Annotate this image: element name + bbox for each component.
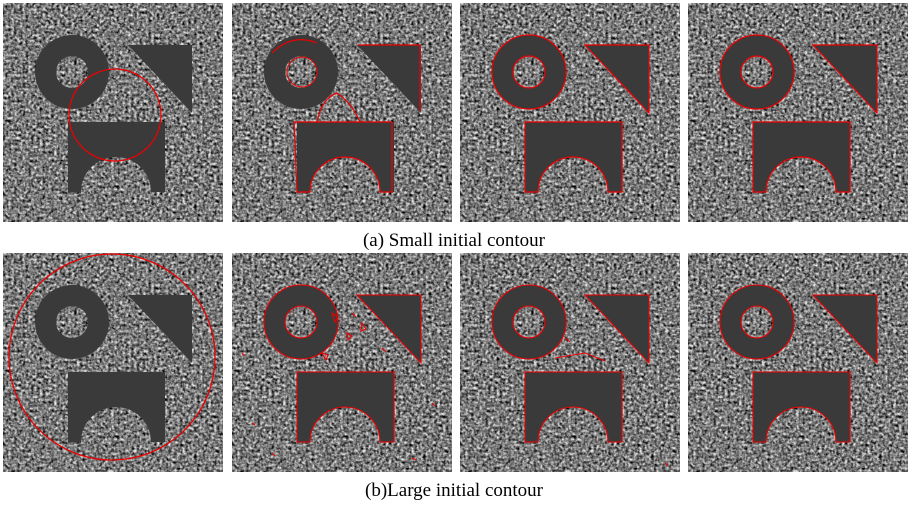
image-panel — [232, 3, 452, 222]
image-panel — [688, 3, 908, 222]
image-panel — [460, 253, 680, 472]
figure: (a) Small initial contour (b)Large initi… — [0, 0, 909, 505]
image-panel — [3, 3, 223, 222]
row-b: (b)Large initial contour — [3, 253, 908, 501]
image-panel — [3, 253, 223, 472]
image-panel — [460, 3, 680, 222]
caption: (a) Small initial contour — [363, 230, 546, 251]
image-panel — [688, 253, 908, 472]
image-panel — [232, 253, 452, 472]
row-a: (a) Small initial contour — [3, 3, 908, 251]
caption: (b)Large initial contour — [365, 480, 544, 501]
